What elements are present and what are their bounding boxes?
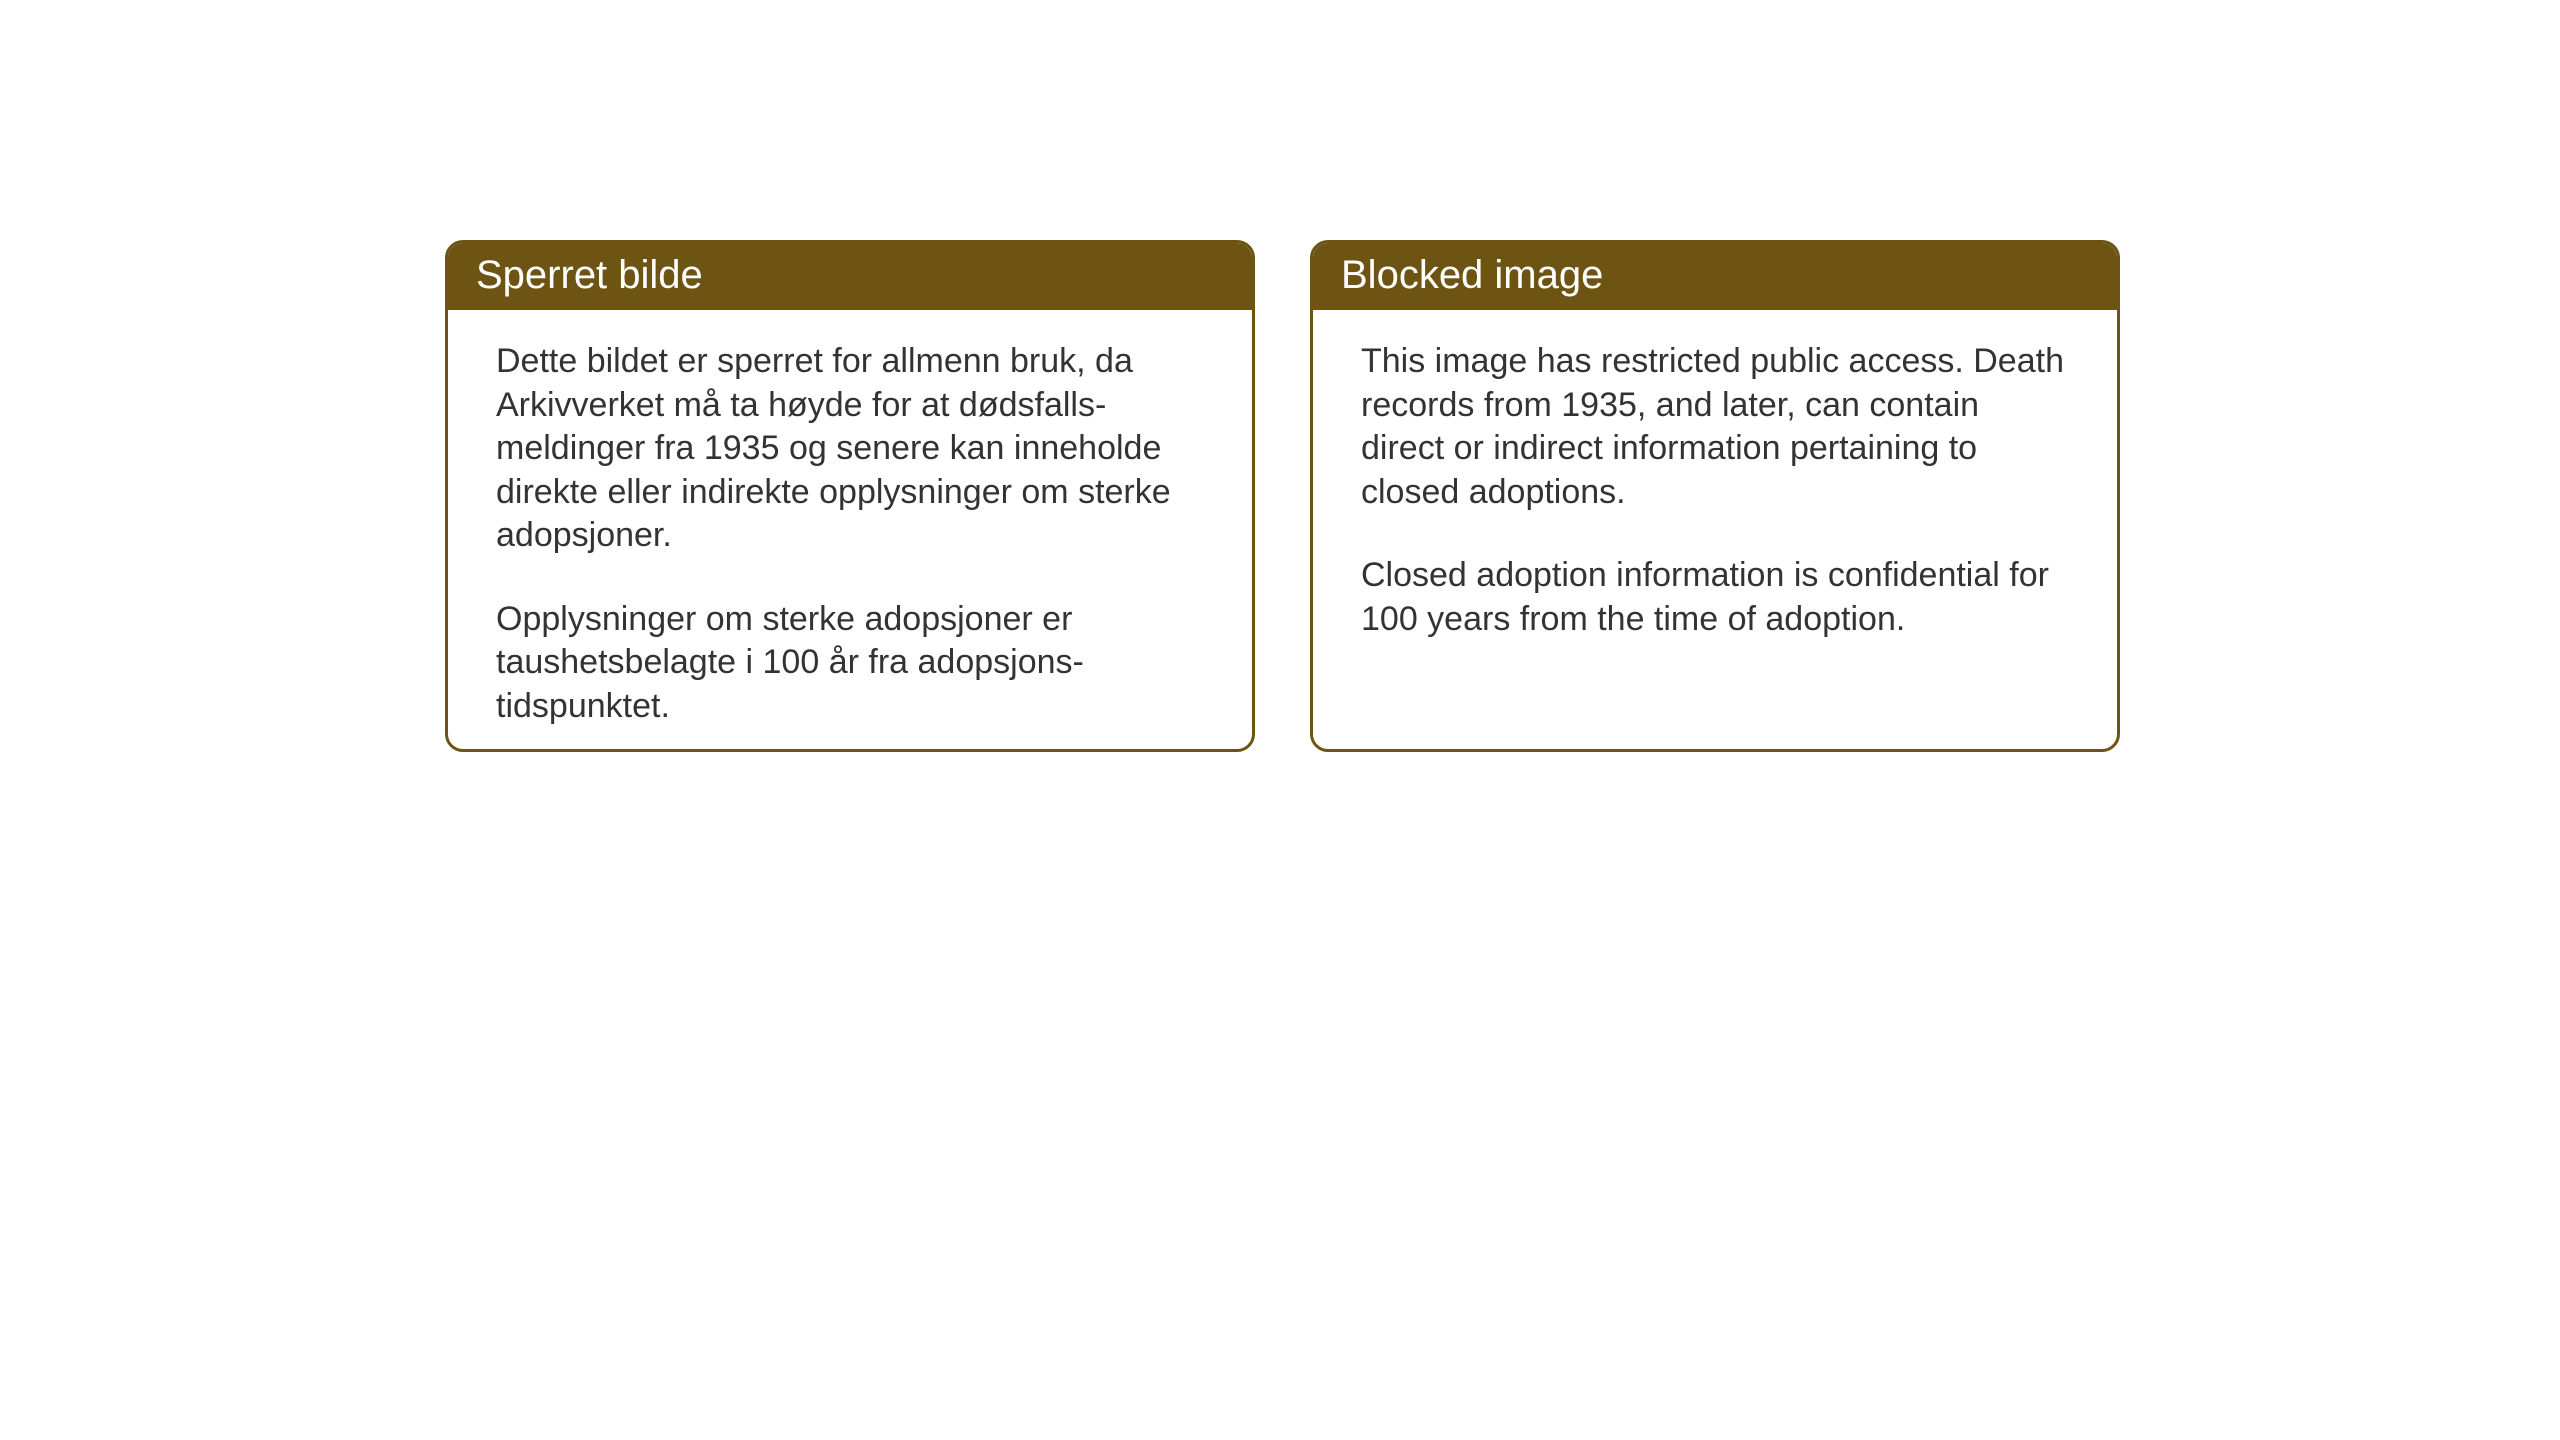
card-header-norwegian: Sperret bilde xyxy=(448,243,1252,310)
notice-card-english: Blocked image This image has restricted … xyxy=(1310,240,2120,752)
card-title-norwegian: Sperret bilde xyxy=(476,253,703,297)
card-body-norwegian: Dette bildet er sperret for allmenn bruk… xyxy=(448,310,1252,752)
notice-card-norwegian: Sperret bilde Dette bildet er sperret fo… xyxy=(445,240,1255,752)
notice-container: Sperret bilde Dette bildet er sperret fo… xyxy=(445,240,2120,752)
card-paragraph-1-english: This image has restricted public access.… xyxy=(1361,340,2069,514)
card-paragraph-2-english: Closed adoption information is confident… xyxy=(1361,554,2069,641)
card-header-english: Blocked image xyxy=(1313,243,2117,310)
card-body-english: This image has restricted public access.… xyxy=(1313,310,2117,681)
card-title-english: Blocked image xyxy=(1341,253,1603,297)
card-paragraph-2-norwegian: Opplysninger om sterke adopsjoner er tau… xyxy=(496,598,1204,729)
card-paragraph-1-norwegian: Dette bildet er sperret for allmenn bruk… xyxy=(496,340,1204,558)
